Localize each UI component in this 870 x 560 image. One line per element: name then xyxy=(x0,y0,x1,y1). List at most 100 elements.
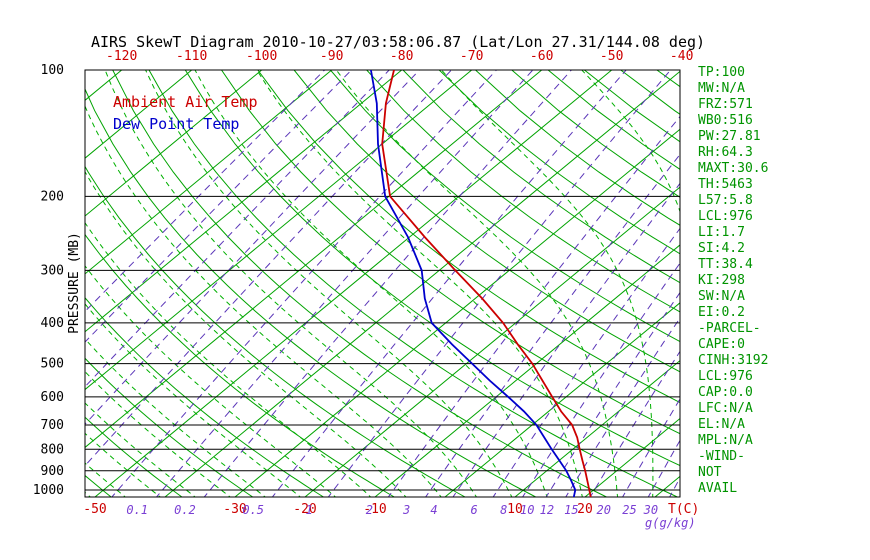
stat-line: SI:4.2 xyxy=(698,241,745,256)
stat-line: EI:0.2 xyxy=(698,305,745,320)
stat-line: L57:5.8 xyxy=(698,193,753,208)
pressure-tick-label: 300 xyxy=(41,263,64,278)
pressure-tick-label: 800 xyxy=(41,442,64,457)
bottom-temp-tick-label: 10 xyxy=(507,502,523,517)
mixing-ratio-tick-label: 4 xyxy=(430,503,437,517)
pressure-tick-label: 900 xyxy=(41,464,64,479)
stat-line: LFC:N/A xyxy=(698,401,753,416)
moist-adiabat-line xyxy=(441,70,654,497)
bottom-temp-tick-label: -20 xyxy=(293,502,316,517)
mixing-ratio-tick-label: 10 xyxy=(520,503,534,517)
mixing-ratio-line xyxy=(452,182,680,497)
isotherm-line xyxy=(85,70,193,159)
stat-line: TP:100 xyxy=(698,65,745,80)
stat-line: LCL:976 xyxy=(698,209,753,224)
top-temp-tick-label: -80 xyxy=(390,49,413,64)
legend-dew-point-temp: Dew Point Temp xyxy=(113,115,239,133)
dry-adiabat-line xyxy=(0,70,43,499)
stat-line: CAP:0.0 xyxy=(698,385,753,400)
pressure-tick-label: 100 xyxy=(41,63,64,78)
isotherm-line xyxy=(94,70,613,497)
stat-line: MW:N/A xyxy=(698,81,745,96)
temp-unit-label: T(C) xyxy=(668,502,699,517)
top-temp-tick-label: -60 xyxy=(530,49,553,64)
mixing-ratio-tick-label: 2 xyxy=(366,503,373,517)
isotherm-line xyxy=(234,128,680,497)
moist-adiabat-line xyxy=(0,70,23,499)
pressure-tick-label: 1000 xyxy=(33,483,64,498)
moist-adiabat-line xyxy=(85,105,442,497)
dry-adiabat-line xyxy=(656,70,680,88)
moist-adiabat-line xyxy=(85,303,302,497)
moist-adiabat-line xyxy=(85,265,337,497)
moist-adiabat-line xyxy=(85,338,267,497)
dry-adiabat-line xyxy=(85,233,396,497)
pressure-tick-label: 500 xyxy=(41,357,64,372)
pressure-tick-label: 600 xyxy=(41,390,64,405)
dry-adiabat-line xyxy=(85,296,325,497)
dry-adiabat-line xyxy=(402,70,680,284)
stat-line: CAPE:0 xyxy=(698,337,745,352)
mixing-ratio-line xyxy=(111,70,497,497)
bottom-temp-tick-label: 20 xyxy=(577,502,593,517)
stat-line: -PARCEL- xyxy=(698,321,761,336)
isotherm-line xyxy=(374,244,680,497)
mixing-ratio-tick-label: 25 xyxy=(622,503,636,517)
moist-adiabat-line xyxy=(194,70,548,497)
mixing-ratio-line xyxy=(155,70,534,497)
mixing-ratio-tick-label: 30 xyxy=(643,503,658,517)
dry-adiabat-line xyxy=(330,70,680,343)
pressure-axis-label: PRESSURE (MB) xyxy=(67,232,82,334)
moist-adiabat-line xyxy=(104,70,478,497)
mixing-ratio-line xyxy=(85,70,390,388)
moist-adiabat-line xyxy=(335,70,619,497)
stat-line: AVAIL xyxy=(698,481,737,496)
dry-adiabat-line xyxy=(293,70,680,373)
isotherm-line xyxy=(85,70,473,391)
stat-line: -WIND- xyxy=(698,449,745,464)
moist-adiabat-line xyxy=(85,370,231,497)
pressure-tick-label: 200 xyxy=(41,189,64,204)
top-temp-tick-label: -120 xyxy=(106,49,137,64)
top-temp-tick-label: -110 xyxy=(176,49,207,64)
dry-adiabat-line xyxy=(184,70,680,467)
dry-adiabat-line xyxy=(257,70,680,404)
mixing-ratio-tick-label: 0.1 xyxy=(126,503,148,517)
mixing-ratio-line xyxy=(271,70,627,497)
mixing-ratio-line xyxy=(387,115,680,497)
mixing-ratio-tick-label: 15 xyxy=(564,503,578,517)
stat-line: MPL:N/A xyxy=(698,433,753,448)
stat-line: CINH:3192 xyxy=(698,353,768,368)
isotherm-line xyxy=(85,70,543,449)
pressure-grid-and-ticks: 100 200 300 400 500 600 700 800 900 1000 -120 -110 -… xyxy=(33,49,769,517)
dry-adiabat-line xyxy=(85,87,537,497)
stat-line: PW:27.81 xyxy=(698,129,761,144)
dry-adiabat-line xyxy=(85,357,254,497)
dew-point-temp-profile xyxy=(370,70,577,497)
mixing-ratio-line xyxy=(327,70,671,497)
pressure-tick-label: 700 xyxy=(41,418,64,433)
stat-line: SW:N/A xyxy=(698,289,745,304)
top-temp-tick-label: -100 xyxy=(246,49,277,64)
mixing-ratio-line xyxy=(85,70,352,343)
top-temp-tick-label: -70 xyxy=(460,49,483,64)
moist-adiabat-line xyxy=(85,221,372,497)
isotherm-line xyxy=(85,70,333,275)
stat-line: EL:N/A xyxy=(698,417,745,432)
stat-line: NOT xyxy=(698,465,722,480)
legend-ambient-air-temp: Ambient Air Temp xyxy=(113,93,258,111)
stat-line: WB0:516 xyxy=(698,113,753,128)
isotherm-line xyxy=(514,359,680,497)
isotherm-line xyxy=(584,417,680,497)
mixing-ratio-line xyxy=(85,70,325,313)
isotherm-line xyxy=(85,70,403,333)
dry-adiabat-line xyxy=(148,70,679,497)
stat-line: KI:298 xyxy=(698,273,745,288)
top-temp-tick-label: -90 xyxy=(320,49,343,64)
isotherm-line xyxy=(304,186,680,497)
plot-border xyxy=(84,69,681,498)
bottom-temp-tick-label: -30 xyxy=(223,502,246,517)
isotherm-line xyxy=(85,70,263,217)
mixing-ratio-tick-label: 3 xyxy=(402,503,410,517)
